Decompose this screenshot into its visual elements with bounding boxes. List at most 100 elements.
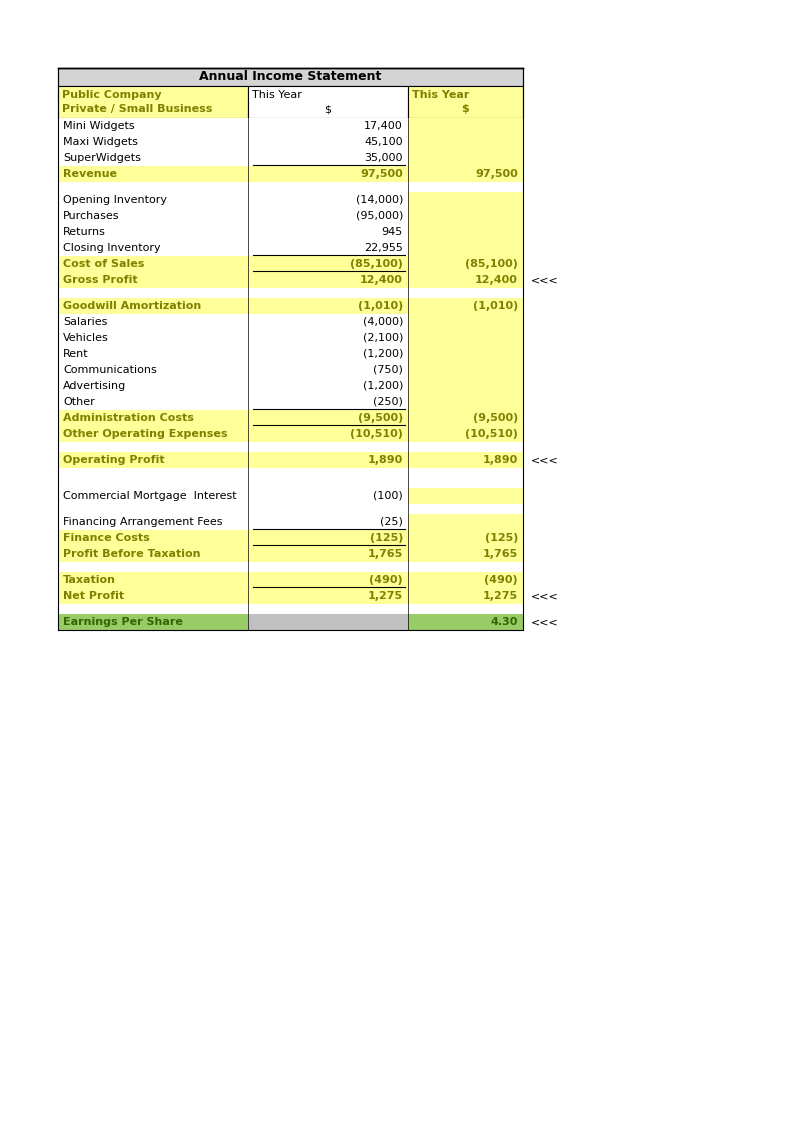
- Bar: [248, 346, 408, 362]
- Text: 45,100: 45,100: [364, 137, 403, 147]
- Bar: [408, 546, 523, 562]
- Bar: [248, 256, 408, 272]
- Bar: [248, 378, 408, 395]
- Text: Closing Inventory: Closing Inventory: [63, 243, 161, 253]
- Text: <<<: <<<: [531, 455, 559, 465]
- Text: Private / Small Business: Private / Small Business: [62, 105, 212, 114]
- Text: 4.30: 4.30: [491, 617, 518, 627]
- Bar: [408, 224, 523, 241]
- Text: $: $: [462, 105, 469, 114]
- Bar: [408, 298, 523, 314]
- Bar: [58, 588, 248, 604]
- Bar: [248, 546, 408, 562]
- Bar: [248, 208, 408, 224]
- Bar: [248, 395, 408, 410]
- Text: Other Operating Expenses: Other Operating Expenses: [63, 429, 227, 439]
- Text: (1,200): (1,200): [363, 348, 403, 359]
- Text: 22,955: 22,955: [364, 243, 403, 253]
- Text: Purchases: Purchases: [63, 211, 119, 221]
- Text: 1,275: 1,275: [483, 591, 518, 601]
- Text: (9,500): (9,500): [358, 413, 403, 423]
- Text: (9,500): (9,500): [473, 413, 518, 423]
- Text: Communications: Communications: [63, 365, 157, 375]
- Text: (490): (490): [370, 575, 403, 584]
- Bar: [248, 362, 408, 378]
- Bar: [408, 134, 523, 149]
- Text: 17,400: 17,400: [364, 121, 403, 132]
- Text: 35,000: 35,000: [364, 153, 403, 163]
- Text: SuperWidgets: SuperWidgets: [63, 153, 141, 163]
- Bar: [408, 256, 523, 272]
- Bar: [58, 488, 248, 504]
- Text: 12,400: 12,400: [475, 275, 518, 285]
- Text: <<<: <<<: [531, 591, 559, 601]
- Bar: [408, 378, 523, 395]
- Text: This Year: This Year: [412, 90, 469, 100]
- Text: $: $: [324, 105, 332, 114]
- Bar: [248, 572, 408, 588]
- Bar: [58, 314, 248, 330]
- Bar: [408, 588, 523, 604]
- Bar: [248, 314, 408, 330]
- Bar: [58, 572, 248, 588]
- Text: 1,275: 1,275: [368, 591, 403, 601]
- Text: 1,890: 1,890: [368, 455, 403, 465]
- Bar: [408, 362, 523, 378]
- Bar: [58, 514, 248, 531]
- Text: (25): (25): [380, 517, 403, 527]
- Text: Financing Arrangement Fees: Financing Arrangement Fees: [63, 517, 223, 527]
- Text: 1,765: 1,765: [368, 549, 403, 559]
- Bar: [58, 346, 248, 362]
- Text: This Year: This Year: [252, 90, 302, 100]
- Bar: [58, 134, 248, 149]
- Text: (85,100): (85,100): [350, 259, 403, 269]
- Text: (2,100): (2,100): [363, 333, 403, 343]
- Bar: [58, 410, 248, 426]
- Text: <<<: <<<: [531, 275, 559, 285]
- Bar: [58, 362, 248, 378]
- Bar: [408, 272, 523, 288]
- Text: Public Company: Public Company: [62, 90, 161, 100]
- Text: Other: Other: [63, 397, 95, 407]
- Bar: [248, 118, 408, 134]
- Text: 12,400: 12,400: [360, 275, 403, 285]
- Text: 945: 945: [382, 227, 403, 237]
- Bar: [58, 395, 248, 410]
- Bar: [248, 241, 408, 256]
- Text: Salaries: Salaries: [63, 317, 107, 327]
- Bar: [248, 614, 408, 629]
- Text: Operating Profit: Operating Profit: [63, 455, 165, 465]
- Bar: [408, 614, 523, 629]
- Bar: [408, 118, 523, 134]
- Bar: [408, 192, 523, 208]
- Text: 97,500: 97,500: [475, 169, 518, 179]
- Text: Gross Profit: Gross Profit: [63, 275, 138, 285]
- Bar: [248, 149, 408, 166]
- Text: <<<: <<<: [531, 617, 559, 627]
- Text: Profit Before Taxation: Profit Before Taxation: [63, 549, 200, 559]
- Text: (100): (100): [373, 491, 403, 501]
- Bar: [248, 488, 408, 504]
- Bar: [248, 410, 408, 426]
- Bar: [58, 531, 248, 546]
- Bar: [408, 346, 523, 362]
- Bar: [248, 166, 408, 182]
- Text: Finance Costs: Finance Costs: [63, 533, 149, 543]
- Text: (85,100): (85,100): [465, 259, 518, 269]
- Bar: [58, 192, 248, 208]
- Text: Mini Widgets: Mini Widgets: [63, 121, 134, 132]
- Bar: [408, 166, 523, 182]
- Bar: [248, 87, 408, 118]
- Bar: [58, 118, 248, 134]
- Bar: [248, 514, 408, 531]
- Bar: [408, 395, 523, 410]
- Bar: [248, 531, 408, 546]
- Bar: [58, 87, 248, 118]
- Bar: [248, 588, 408, 604]
- Bar: [248, 452, 408, 468]
- Text: (95,000): (95,000): [355, 211, 403, 221]
- Bar: [58, 452, 248, 468]
- Bar: [58, 378, 248, 395]
- Text: (10,510): (10,510): [350, 429, 403, 439]
- Bar: [408, 514, 523, 531]
